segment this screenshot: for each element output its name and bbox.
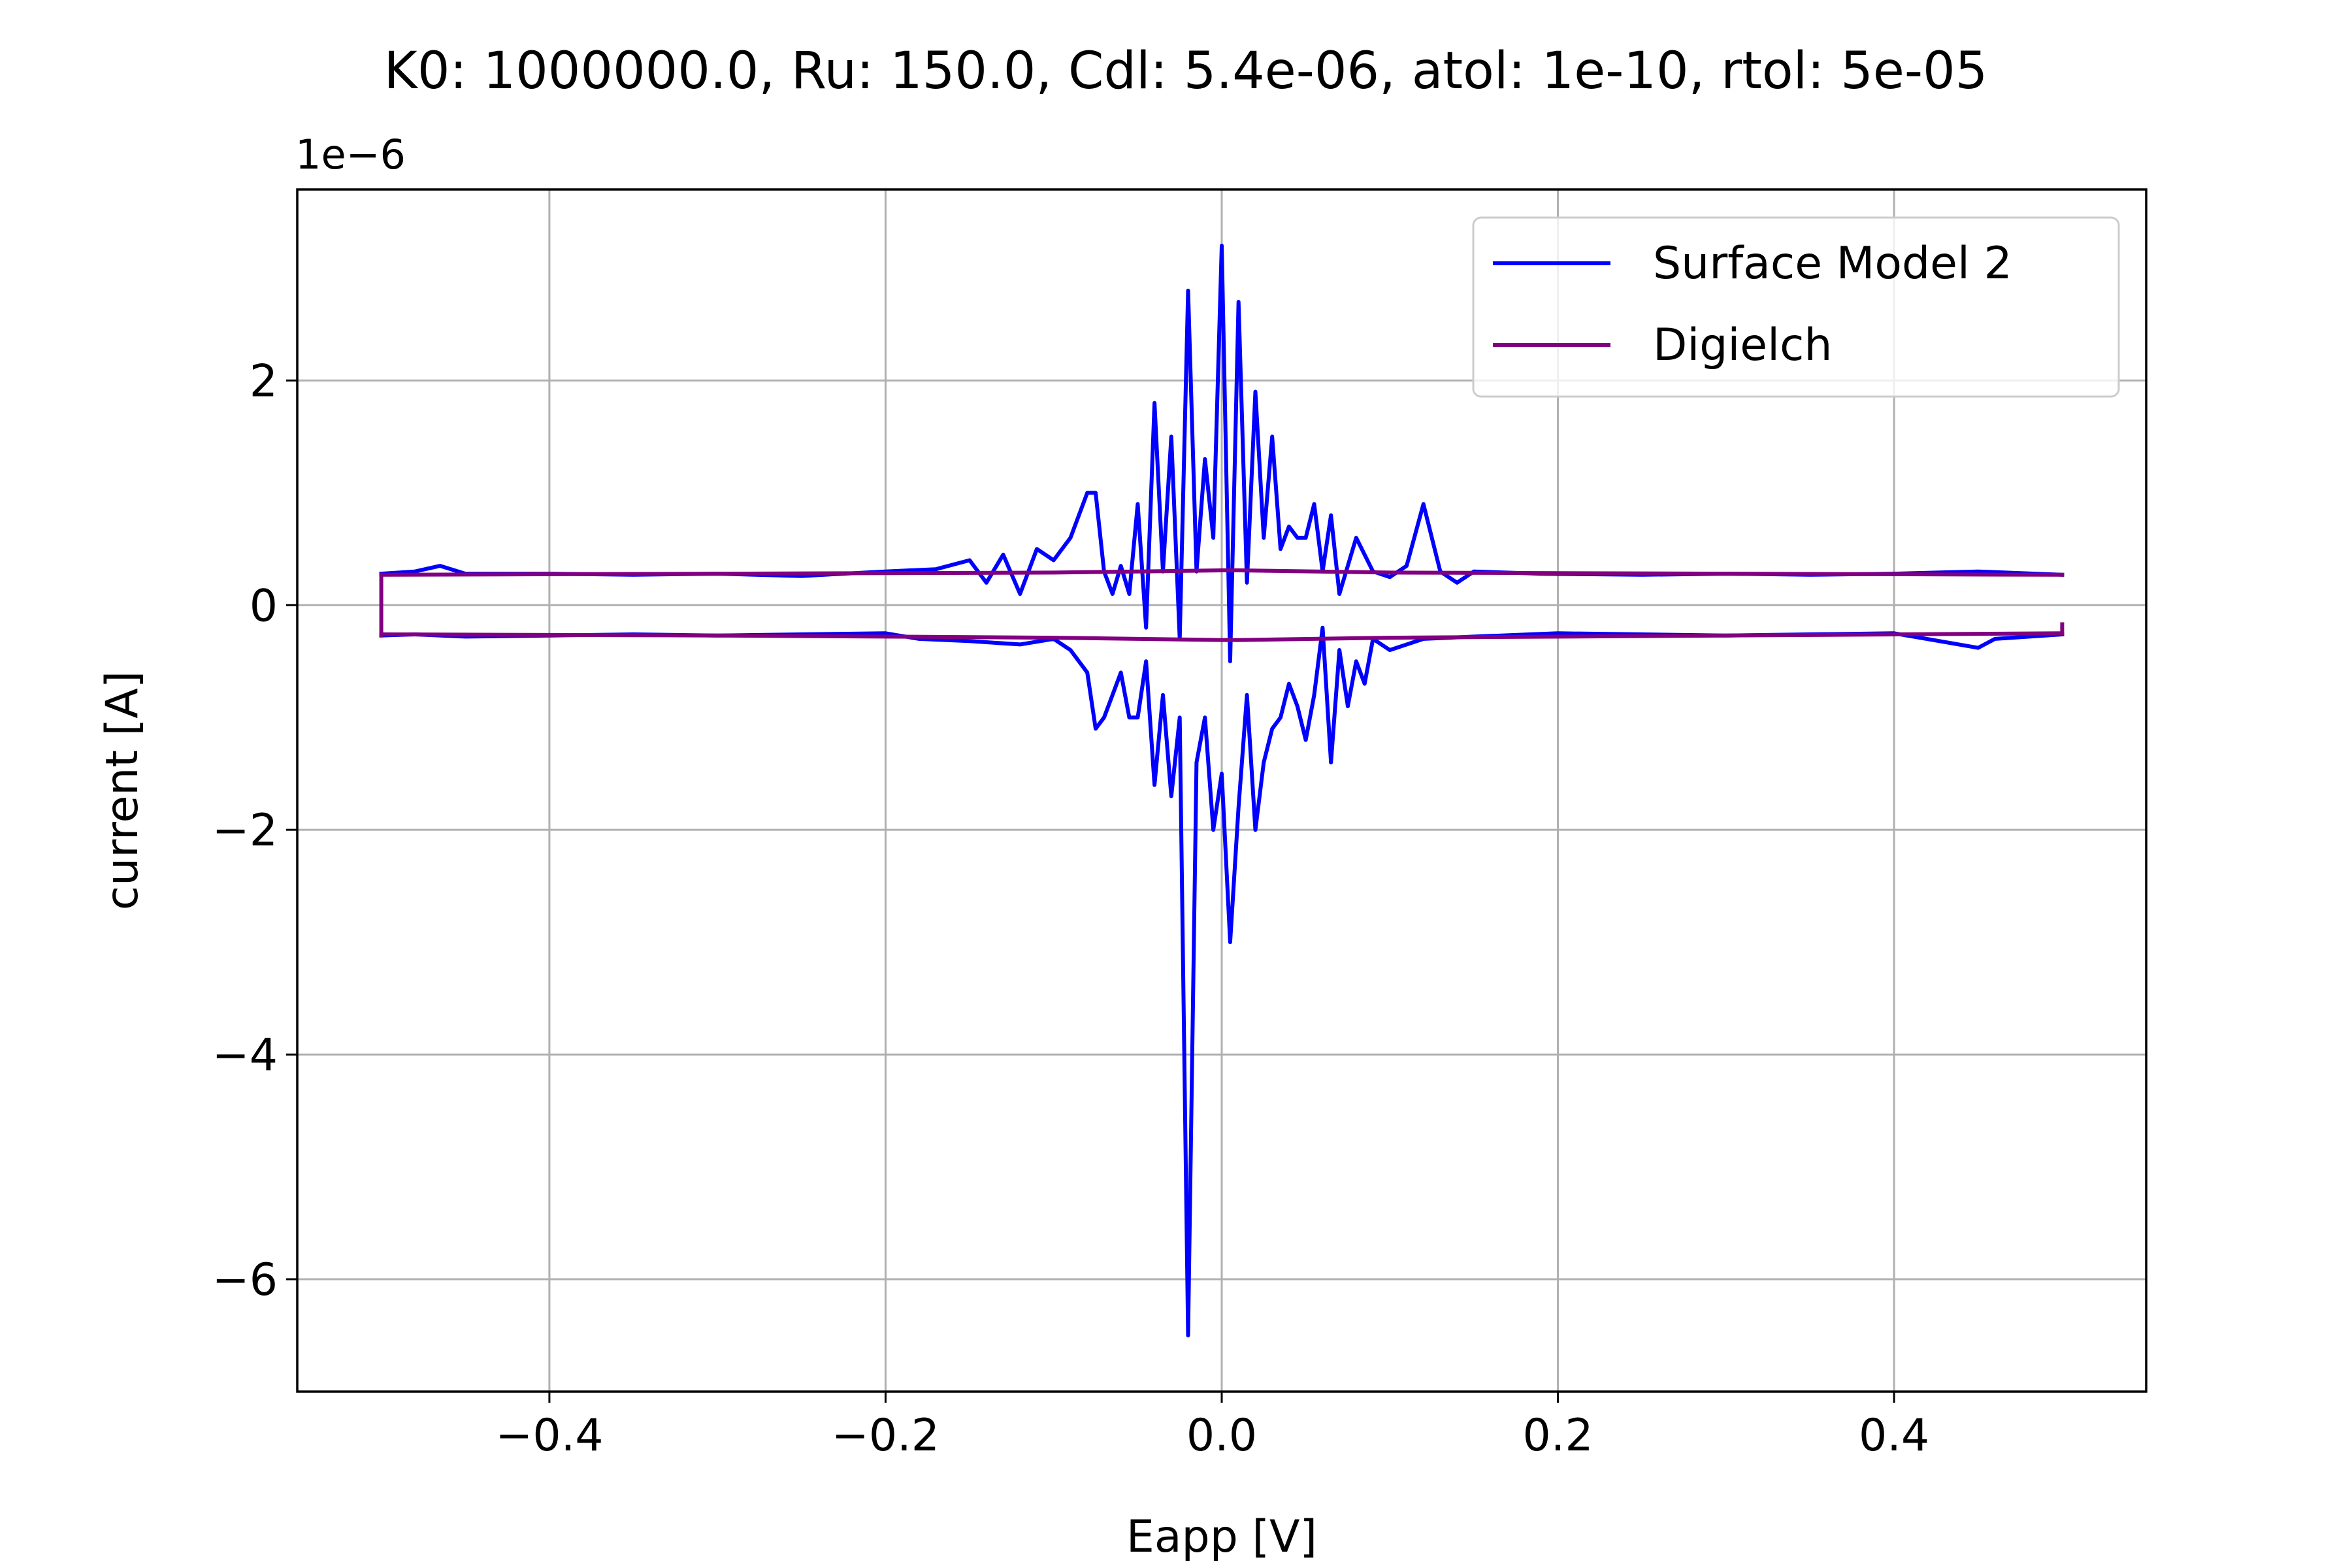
legend-label-digielch: Digielch (1653, 319, 1833, 371)
chart-title: K0: 1000000.0, Ru: 150.0, Cdl: 5.4e-06, … (384, 42, 1988, 101)
y-tick-label: 0 (250, 580, 278, 632)
y-offset-label: 1e−6 (295, 131, 406, 178)
series-line-surface-model-2-reverse (379, 625, 2065, 1337)
legend-box (1472, 216, 2120, 398)
y-axis: 2 0 −2 −4 −6 (212, 355, 297, 1306)
x-tick-label: 0.0 (1186, 1410, 1257, 1462)
y-tick-label: −6 (212, 1254, 278, 1306)
legend: Surface Model 2 Digielch (1472, 216, 2120, 398)
x-tick-label: −0.2 (832, 1410, 939, 1462)
x-axis-label: Eapp [V] (1126, 1511, 1317, 1563)
x-axis: −0.4 −0.2 0.0 0.2 0.4 (495, 1392, 1929, 1462)
y-tick-label: −4 (212, 1030, 278, 1081)
x-tick-label: 0.4 (1859, 1410, 1929, 1462)
legend-label-surface-model-2: Surface Model 2 (1653, 238, 2012, 289)
series-line-digielch-reverse (379, 631, 2065, 642)
series-line-digielch-forward (379, 568, 2065, 577)
x-tick-label: 0.2 (1522, 1410, 1593, 1462)
y-tick-label: 2 (250, 355, 278, 407)
y-tick-label: −2 (212, 805, 278, 857)
series-layer (379, 244, 2065, 1337)
y-axis-label: current [A] (97, 671, 148, 911)
x-tick-label: −0.4 (495, 1410, 603, 1462)
series-line-surface-model-2-forward (379, 244, 2065, 664)
